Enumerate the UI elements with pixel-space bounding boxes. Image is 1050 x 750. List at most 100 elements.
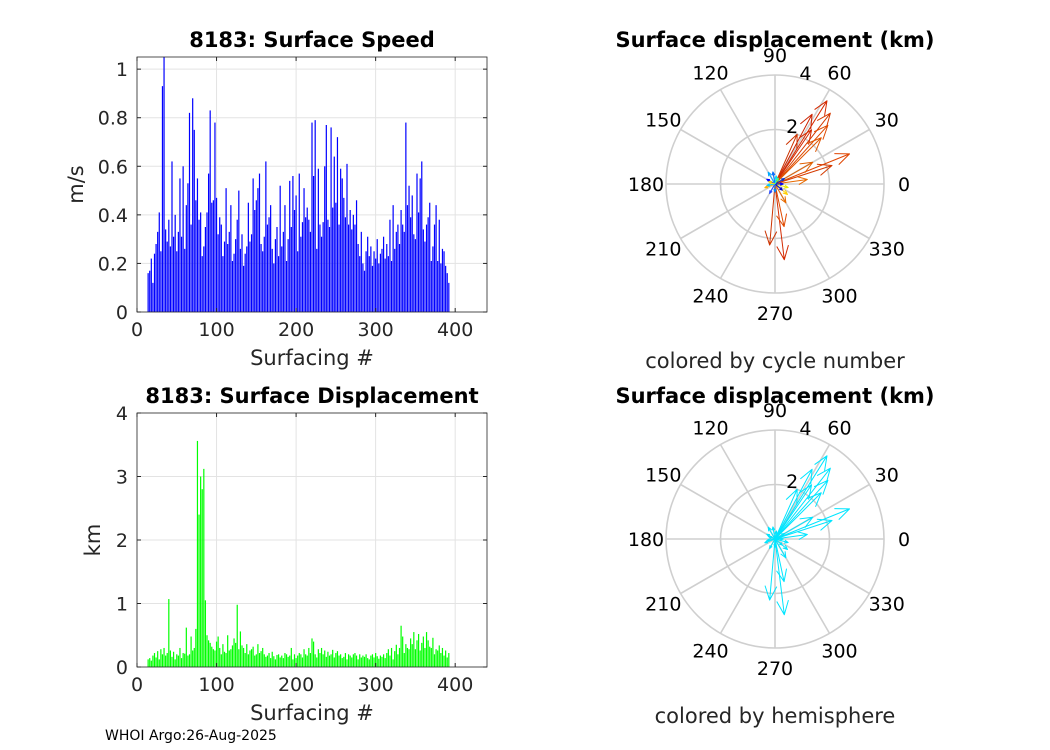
x-tick-label: 100 [198,674,234,696]
polar-angle-label: 0 [898,174,910,196]
bar [260,244,262,312]
bar [169,650,172,667]
y-tick-label: 0 [116,657,128,679]
polar-vector [774,183,789,189]
bar [351,657,353,667]
bar [227,244,229,312]
bar [419,178,421,312]
bar [180,658,183,667]
bar [340,654,342,667]
bar [430,261,432,312]
polar-radius-label: 2 [786,116,798,138]
polar-angle-label: 150 [645,110,681,132]
polar-vector [774,538,788,583]
bar [257,188,259,312]
bar [152,655,154,667]
bar [352,654,354,667]
bar [212,200,214,312]
bar [378,658,380,667]
polar-angle-label: 60 [827,62,851,84]
bar [233,253,235,312]
bar [238,649,240,667]
polar-spoke [774,183,870,240]
bar [260,651,262,667]
bar [335,202,337,312]
bar [386,653,388,667]
bar [397,224,399,312]
bar [227,635,229,667]
bar [446,657,448,667]
bar [368,256,370,312]
bar [266,224,269,312]
bar [306,655,308,667]
bar [437,650,439,667]
bar [193,647,195,667]
bar [289,180,291,312]
x-tick-label: 0 [131,319,143,341]
bar [244,253,246,312]
bar [411,644,413,667]
bar [222,644,224,667]
bar [247,654,249,667]
bar [406,647,409,667]
bar [172,651,175,667]
bar [252,646,254,667]
polar-vector [774,518,833,540]
bar [204,600,207,667]
bar [165,655,167,667]
bar [155,657,157,667]
bar [433,224,436,312]
polar-spoke [719,538,776,634]
bar [220,224,222,312]
bar [311,638,313,667]
polar-vector [774,488,798,540]
bar [242,265,245,312]
bar [297,655,299,667]
bar [157,651,159,667]
bar [201,256,203,312]
polar-vector [774,112,831,185]
bar [236,604,238,667]
bar [387,649,389,667]
bar [410,638,412,667]
bar [200,476,202,667]
polar-angle-label: 210 [645,239,681,261]
bar [327,651,329,667]
bar [196,178,199,312]
bar [228,650,230,667]
polar-spoke [680,538,776,595]
bar [284,205,286,312]
bar [254,655,256,667]
bar [316,248,318,312]
bar [187,655,189,667]
bar [292,176,294,312]
bar [338,224,340,312]
polar-vector [771,526,776,540]
polar-vector [774,467,831,540]
bar [163,647,165,667]
bar [255,654,257,667]
polar-vector [766,538,776,542]
bar [303,188,305,312]
bar [258,173,261,312]
bar [382,236,385,312]
bar [325,656,327,667]
bar [319,653,321,667]
bar [200,212,202,312]
bar [198,514,200,667]
polar-vector [774,484,813,540]
bar [276,654,278,667]
bar [328,655,331,667]
bar [397,654,399,667]
bar [250,649,253,667]
bar [297,251,299,312]
bar [168,219,170,312]
bar [192,98,194,313]
bar [425,632,428,667]
bar [441,248,444,312]
bar [376,656,378,667]
bar [277,256,280,312]
bar [443,251,445,312]
bar [405,122,407,312]
bar [282,658,284,667]
